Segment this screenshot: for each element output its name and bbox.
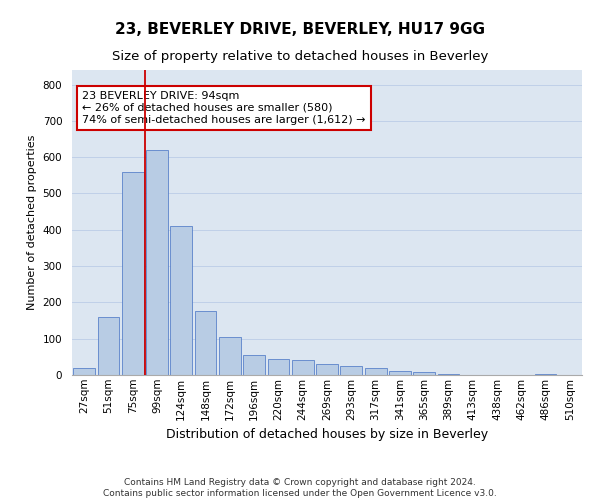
- Bar: [340, 366, 362, 375]
- Bar: [389, 372, 411, 375]
- Y-axis label: Number of detached properties: Number of detached properties: [27, 135, 37, 310]
- Bar: [219, 337, 241, 375]
- Bar: [365, 368, 386, 375]
- Bar: [170, 226, 192, 375]
- Bar: [194, 312, 217, 375]
- Text: Size of property relative to detached houses in Beverley: Size of property relative to detached ho…: [112, 50, 488, 63]
- Bar: [243, 355, 265, 375]
- X-axis label: Distribution of detached houses by size in Beverley: Distribution of detached houses by size …: [166, 428, 488, 441]
- Bar: [146, 150, 168, 375]
- Bar: [316, 364, 338, 375]
- Text: 23 BEVERLEY DRIVE: 94sqm
← 26% of detached houses are smaller (580)
74% of semi-: 23 BEVERLEY DRIVE: 94sqm ← 26% of detach…: [82, 92, 366, 124]
- Bar: [535, 374, 556, 375]
- Bar: [268, 358, 289, 375]
- Bar: [122, 172, 143, 375]
- Bar: [292, 360, 314, 375]
- Bar: [437, 374, 460, 375]
- Text: Contains HM Land Registry data © Crown copyright and database right 2024.
Contai: Contains HM Land Registry data © Crown c…: [103, 478, 497, 498]
- Bar: [73, 368, 95, 375]
- Bar: [413, 372, 435, 375]
- Bar: [97, 317, 119, 375]
- Text: 23, BEVERLEY DRIVE, BEVERLEY, HU17 9GG: 23, BEVERLEY DRIVE, BEVERLEY, HU17 9GG: [115, 22, 485, 38]
